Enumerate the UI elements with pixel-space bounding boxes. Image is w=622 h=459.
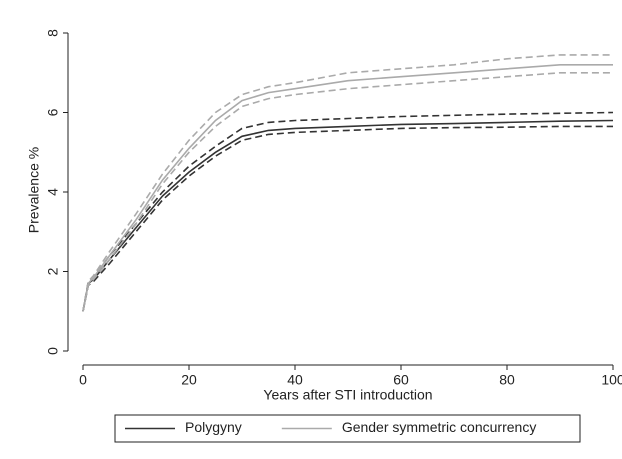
y-tick-label: 2	[45, 267, 61, 275]
x-tick-label: 40	[287, 372, 303, 388]
x-axis-label: Years after STI introduction	[263, 387, 432, 403]
confidence-line	[82, 72, 613, 312]
legend-label: Gender symmetric concurrency	[342, 419, 537, 435]
legend-box	[114, 414, 581, 443]
confidence-line	[82, 54, 613, 312]
y-tick-label: 0	[45, 347, 61, 355]
legend-label: Polygyny	[185, 419, 242, 435]
series-line	[82, 64, 613, 312]
y-tick-label: 6	[45, 108, 61, 116]
x-tick-label: 60	[393, 372, 409, 388]
y-axis-label: Prevalence %	[26, 147, 42, 233]
x-tick-label: 20	[181, 372, 197, 388]
x-tick-label: 100	[601, 372, 622, 388]
y-tick-label: 4	[45, 188, 61, 196]
confidence-line	[82, 111, 614, 312]
series-line	[82, 119, 614, 312]
x-tick-label: 80	[499, 372, 515, 388]
x-tick-label: 0	[79, 372, 87, 388]
y-tick-label: 8	[45, 29, 61, 37]
confidence-line	[82, 125, 613, 312]
